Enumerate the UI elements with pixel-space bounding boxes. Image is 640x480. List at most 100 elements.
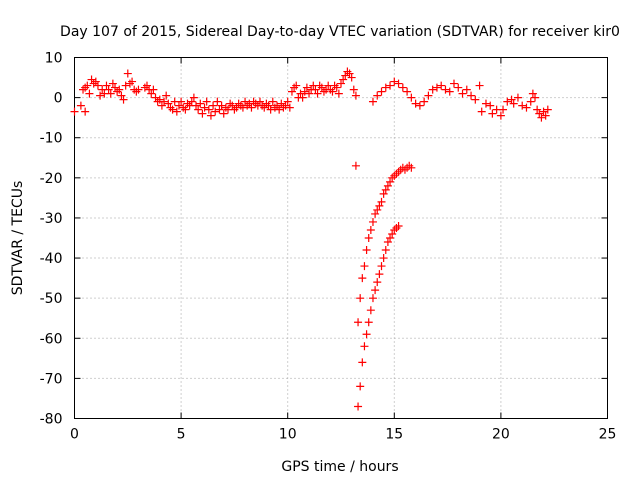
data-point — [266, 105, 275, 114]
data-point — [390, 171, 399, 180]
data-point — [356, 294, 365, 303]
data-point — [362, 246, 371, 255]
grid — [74, 57, 608, 419]
data-point — [155, 95, 164, 104]
plot-frame — [74, 57, 608, 419]
data-point — [339, 75, 348, 84]
data-point — [79, 85, 88, 94]
data-point — [337, 79, 345, 88]
data-point — [371, 209, 380, 218]
data-point — [81, 107, 90, 116]
data-point — [392, 169, 401, 178]
data-point — [383, 181, 392, 190]
data-point — [81, 83, 90, 92]
y-tick-label: -30 — [40, 211, 63, 227]
data-point — [458, 89, 467, 98]
data-point — [198, 109, 207, 118]
data-point — [481, 99, 490, 108]
data-point — [273, 101, 282, 110]
data-point — [217, 101, 226, 110]
data-point — [377, 262, 386, 271]
data-point — [373, 91, 382, 100]
data-point — [477, 107, 486, 116]
data-point — [194, 105, 203, 114]
data-point — [394, 79, 403, 88]
x-tick-label: 25 — [599, 427, 617, 443]
data-point — [296, 89, 305, 98]
data-point — [377, 197, 386, 206]
data-point — [360, 262, 369, 271]
data-point — [390, 77, 399, 86]
data-point — [403, 87, 412, 96]
data-point — [366, 306, 375, 315]
data-point — [125, 79, 134, 88]
data-point — [528, 89, 537, 98]
data-point — [187, 97, 196, 106]
data-point — [164, 99, 173, 108]
chart-title: Day 107 of 2015, Sidereal Day-to-day VTE… — [60, 24, 620, 40]
data-point — [119, 95, 128, 104]
data-point — [362, 330, 371, 339]
data-point — [400, 165, 409, 174]
data-point — [83, 81, 92, 90]
data-point — [381, 83, 390, 92]
data-point — [345, 69, 354, 78]
data-point — [373, 205, 382, 214]
data-point — [211, 107, 220, 116]
data-point — [213, 97, 222, 106]
data-point — [315, 81, 324, 90]
data-point — [358, 358, 367, 367]
data-point — [166, 103, 175, 112]
data-point — [445, 87, 454, 96]
x-tick-label: 5 — [177, 427, 186, 443]
data-point — [192, 101, 201, 110]
data-point — [475, 81, 484, 90]
y-tick-label: -40 — [40, 251, 63, 267]
data-point — [157, 101, 166, 110]
data-point — [196, 99, 205, 108]
data-point — [420, 97, 429, 106]
data-point — [106, 89, 115, 98]
data-point — [285, 103, 294, 112]
data-point — [386, 177, 395, 186]
data-point — [499, 105, 508, 114]
data-point — [128, 77, 137, 86]
data-point — [405, 161, 414, 170]
data-point — [290, 83, 299, 92]
data-point — [181, 105, 190, 114]
x-tick-label: 0 — [70, 427, 79, 443]
data-point — [147, 89, 156, 98]
data-point — [488, 109, 497, 118]
data-point — [277, 99, 286, 108]
y-tick-label: -20 — [40, 171, 63, 187]
data-point — [260, 103, 269, 112]
data-point — [317, 83, 326, 92]
data-point — [292, 81, 301, 90]
data-point — [428, 85, 437, 94]
data-point — [424, 91, 433, 100]
data-point — [354, 318, 363, 327]
data-point — [486, 101, 495, 110]
data-point — [522, 103, 531, 112]
data-point — [287, 87, 296, 96]
data-point — [87, 75, 96, 84]
data-point — [179, 103, 188, 112]
data-point — [305, 89, 314, 98]
data-point — [206, 111, 215, 120]
data-point — [251, 99, 260, 108]
data-point — [76, 101, 85, 110]
data-point — [243, 101, 252, 110]
data-point — [311, 85, 320, 94]
data-point — [200, 103, 209, 112]
data-point — [300, 87, 309, 96]
data-point — [172, 107, 181, 116]
data-point — [454, 83, 463, 92]
data-point — [204, 105, 213, 114]
data-point — [381, 246, 390, 255]
data-point — [386, 81, 395, 90]
data-point — [334, 89, 343, 98]
data-point — [343, 67, 352, 76]
data-point — [183, 99, 192, 108]
data-point — [541, 111, 550, 120]
